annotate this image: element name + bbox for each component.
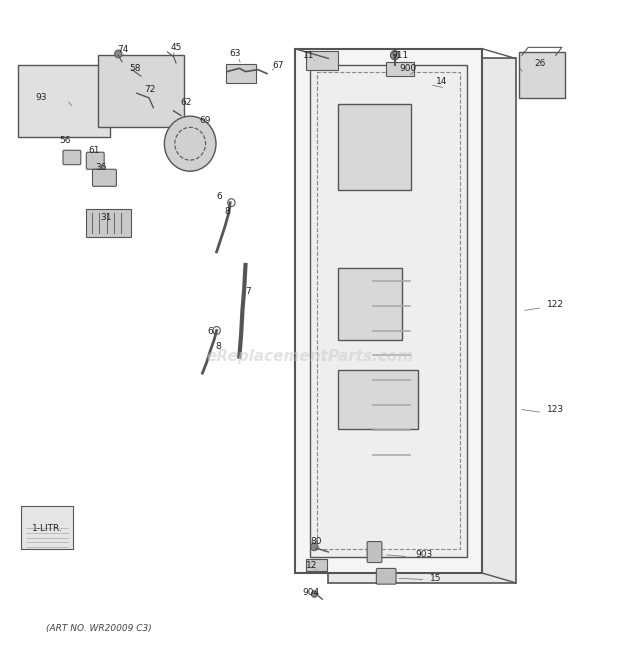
FancyBboxPatch shape (306, 559, 327, 571)
Text: 93: 93 (35, 93, 46, 102)
Text: 8: 8 (224, 207, 230, 215)
Text: 15: 15 (430, 574, 441, 583)
Text: 45: 45 (170, 43, 182, 52)
Text: 911: 911 (391, 51, 409, 59)
FancyBboxPatch shape (18, 65, 110, 137)
Circle shape (391, 51, 399, 59)
Circle shape (115, 50, 122, 58)
FancyBboxPatch shape (367, 541, 382, 563)
FancyBboxPatch shape (63, 150, 81, 165)
Text: 74: 74 (117, 46, 128, 54)
Text: 58: 58 (129, 64, 141, 73)
Text: 12: 12 (306, 561, 317, 570)
FancyBboxPatch shape (86, 152, 104, 169)
FancyBboxPatch shape (92, 169, 117, 186)
Text: 80: 80 (311, 537, 322, 546)
Text: 69: 69 (200, 116, 211, 125)
FancyBboxPatch shape (338, 369, 417, 429)
Text: 11: 11 (303, 51, 314, 59)
Circle shape (311, 543, 318, 551)
FancyBboxPatch shape (329, 58, 516, 583)
Text: 67: 67 (272, 61, 284, 69)
Circle shape (164, 116, 216, 171)
FancyBboxPatch shape (338, 104, 412, 190)
Text: 900: 900 (400, 64, 417, 73)
Text: 1-LITR.: 1-LITR. (32, 524, 63, 533)
Text: 56: 56 (60, 136, 71, 145)
FancyBboxPatch shape (294, 49, 482, 573)
Text: 6: 6 (216, 192, 222, 201)
Text: 904: 904 (303, 588, 320, 597)
Text: 14: 14 (436, 77, 447, 86)
FancyBboxPatch shape (98, 56, 184, 128)
FancyBboxPatch shape (306, 51, 338, 69)
FancyBboxPatch shape (86, 210, 131, 237)
Text: 62: 62 (180, 98, 192, 107)
Text: (ART NO. WR20009 C3): (ART NO. WR20009 C3) (46, 624, 151, 633)
FancyBboxPatch shape (386, 61, 414, 76)
FancyBboxPatch shape (226, 63, 256, 83)
Text: 8: 8 (215, 342, 221, 351)
Text: 122: 122 (547, 300, 564, 309)
Text: 36: 36 (95, 163, 107, 173)
FancyBboxPatch shape (376, 568, 396, 584)
Text: eReplacementParts.com: eReplacementParts.com (206, 349, 414, 364)
Text: 61: 61 (88, 146, 99, 155)
FancyBboxPatch shape (338, 268, 402, 340)
Text: 6: 6 (208, 327, 213, 336)
FancyBboxPatch shape (20, 506, 73, 549)
Text: 7: 7 (246, 287, 252, 295)
Text: 72: 72 (144, 85, 156, 95)
Text: 31: 31 (100, 213, 112, 221)
FancyBboxPatch shape (310, 65, 467, 557)
Text: 903: 903 (415, 550, 432, 559)
Text: 63: 63 (229, 50, 241, 58)
Text: 26: 26 (534, 59, 546, 67)
Circle shape (311, 591, 317, 598)
FancyBboxPatch shape (519, 52, 565, 98)
Text: 123: 123 (547, 405, 564, 414)
